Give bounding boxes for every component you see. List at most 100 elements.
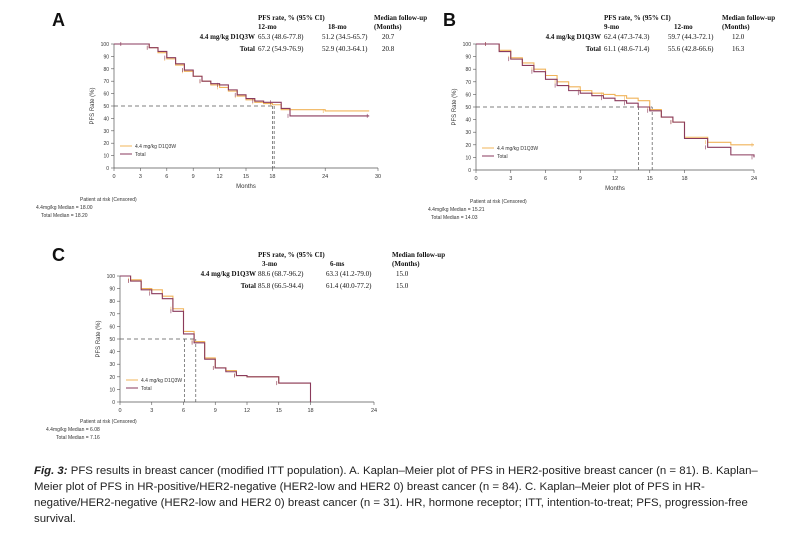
km-chart-a: 0 10 20 30 40 50 60 70 80 90 100 0 3 6 9 12 15 18 24 30 Mont… xyxy=(90,42,381,190)
x-tick-label: 15 xyxy=(243,174,249,180)
y-tick-label: 80 xyxy=(109,299,115,305)
y-tick-label: 60 xyxy=(103,92,109,98)
x-axis-label: Months xyxy=(236,184,256,190)
x-tick-label: 0 xyxy=(474,176,477,182)
x-tick-label: 12 xyxy=(244,408,250,414)
x-tick-label: 9 xyxy=(192,174,195,180)
y-tick-label: 50 xyxy=(103,104,109,110)
panel-label-a: A xyxy=(52,10,65,30)
stats-cell: 16.3 xyxy=(732,45,745,53)
stats-header: PFS rate, % (95% CI) xyxy=(604,14,671,22)
km-chart-b: 0 10 20 30 40 50 60 70 80 90 100 0 3 6 9 12 15 18 24 Months… xyxy=(452,42,757,192)
stats-cell: 62.4 (47.3-74.3) xyxy=(604,33,650,41)
y-tick-label: 40 xyxy=(465,118,471,124)
x-tick-label: 12 xyxy=(217,174,223,180)
stats-cell: 12.0 xyxy=(732,33,745,41)
y-tick-label: 0 xyxy=(112,400,115,406)
y-tick-label: 30 xyxy=(465,130,471,136)
x-tick-label: 6 xyxy=(182,408,185,414)
stats-col-1: 3-mo xyxy=(262,260,278,268)
risk-title: Patient at risk (Censored) xyxy=(80,197,137,203)
x-tick-label: 3 xyxy=(509,176,512,182)
y-tick-label: 70 xyxy=(103,79,109,85)
y-tick-label: 80 xyxy=(103,67,109,73)
stats-cell: 67.2 (54.9-76.9) xyxy=(258,45,304,53)
y-tick-label: 90 xyxy=(109,287,115,293)
followup-header-1: Median follow-up xyxy=(722,14,776,22)
x-tick-label: 18 xyxy=(307,408,313,414)
y-tick-label: 100 xyxy=(101,42,110,48)
y-tick-label: 40 xyxy=(109,350,115,356)
x-tick-label: 9 xyxy=(214,408,217,414)
km-chart-c: 0102030405060708090100036912151824Months… xyxy=(96,274,377,414)
x-axis-label: Months xyxy=(605,186,625,192)
y-tick-label: 0 xyxy=(468,168,471,174)
y-tick-label: 30 xyxy=(103,129,109,135)
stats-cell: 20.8 xyxy=(382,45,395,53)
stats-col-1: 9-mo xyxy=(604,23,620,31)
y-tick-label: 90 xyxy=(103,54,109,60)
x-tick-label: 0 xyxy=(112,174,115,180)
stats-cell: 20.7 xyxy=(382,33,395,41)
legend-label: 4.4 mg/kg D1Q3W xyxy=(141,378,182,384)
x-tick-label: 24 xyxy=(322,174,328,180)
risk-row-label: Total Median = 14.03 xyxy=(431,215,478,221)
y-tick-label: 60 xyxy=(465,92,471,98)
y-tick-label: 50 xyxy=(109,337,115,343)
stats-col-2: 18-mo xyxy=(328,23,347,31)
x-tick-label: 9 xyxy=(579,176,582,182)
x-tick-label: 24 xyxy=(371,408,377,414)
y-tick-label: 60 xyxy=(109,324,115,330)
y-tick-label: 10 xyxy=(465,155,471,161)
stats-row-label: 4.4 mg/kg D1Q3W xyxy=(199,33,255,41)
panel-label-c: C xyxy=(52,245,65,265)
y-tick-label: 80 xyxy=(465,67,471,73)
figure-caption: Fig. 3: PFS results in breast cancer (mo… xyxy=(34,463,769,527)
stats-cell: 55.6 (42.8-66.6) xyxy=(668,45,714,53)
y-tick-label: 30 xyxy=(109,362,115,368)
followup-header-2: (Months) xyxy=(374,23,402,31)
stats-col-2: 6-ms xyxy=(330,260,345,268)
stats-row-label: 4.4 mg/kg D1Q3W xyxy=(545,33,601,41)
x-tick-label: 15 xyxy=(276,408,282,414)
followup-header-2: (Months) xyxy=(392,260,420,268)
risk-title: Patient at risk (Censored) xyxy=(470,199,527,205)
legend-label: Total xyxy=(135,152,146,158)
stats-row-label: Total xyxy=(239,45,255,53)
stats-row-label: Total xyxy=(240,282,256,290)
followup-header-2: (Months) xyxy=(722,23,750,31)
y-tick-label: 70 xyxy=(109,312,115,318)
x-tick-label: 30 xyxy=(375,174,381,180)
risk-row-label: 4.4mg/kg Median = 15.21 xyxy=(428,207,485,213)
y-tick-label: 0 xyxy=(106,166,109,172)
risk-row-label: 4.4mg/kg Median = 18.00 xyxy=(36,205,93,211)
stats-cell: 15.0 xyxy=(396,270,409,278)
x-tick-label: 12 xyxy=(612,176,618,182)
stats-cell: 51.2 (34.5-65.7) xyxy=(322,33,368,41)
y-axis-label: PFS Rate (%) xyxy=(90,87,96,124)
x-tick-label: 15 xyxy=(647,176,653,182)
stats-col-2: 12-mo xyxy=(674,23,693,31)
km-curve-total xyxy=(114,43,370,117)
y-tick-label: 10 xyxy=(109,387,115,393)
followup-header-1: Median follow-up xyxy=(374,14,428,22)
x-tick-label: 3 xyxy=(139,174,142,180)
risk-title: Patient at risk (Censored) xyxy=(80,419,137,425)
y-tick-label: 20 xyxy=(103,141,109,147)
legend-label: Total xyxy=(141,386,152,392)
stats-cell: 15.0 xyxy=(396,282,409,290)
risk-row-label: 4.4mg/kg Median = 6.08 xyxy=(46,427,100,433)
x-tick-label: 18 xyxy=(269,174,275,180)
y-tick-label: 70 xyxy=(465,80,471,86)
figure-label: Fig. 3: xyxy=(34,465,68,477)
km-curve-total xyxy=(476,43,755,158)
y-tick-label: 10 xyxy=(103,154,109,160)
stats-col-1: 12-mo xyxy=(258,23,277,31)
stats-cell: 85.8 (66.5-94.4) xyxy=(258,282,304,290)
x-tick-label: 24 xyxy=(751,176,757,182)
y-axis-label: PFS Rate (%) xyxy=(452,88,458,125)
y-tick-label: 20 xyxy=(465,143,471,149)
x-tick-label: 3 xyxy=(150,408,153,414)
risk-row-label: Total Median = 18.20 xyxy=(41,213,88,219)
x-tick-label: 0 xyxy=(118,408,121,414)
